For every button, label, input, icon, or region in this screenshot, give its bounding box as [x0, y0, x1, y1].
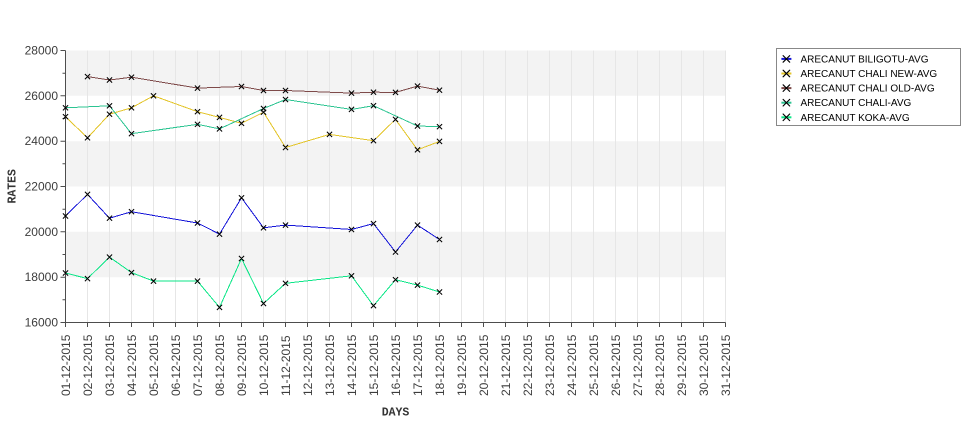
- svg-text:ARECANUT CHALI NEW-AVG: ARECANUT CHALI NEW-AVG: [801, 69, 938, 80]
- svg-text:18000: 18000: [25, 270, 59, 284]
- svg-text:28000: 28000: [25, 44, 59, 58]
- svg-text:26000: 26000: [25, 89, 59, 103]
- svg-text:ARECANUT KOKA-AVG: ARECANUT KOKA-AVG: [801, 113, 910, 124]
- svg-text:13-12-2015: 13-12-2015: [323, 334, 337, 396]
- svg-text:23-12-2015: 23-12-2015: [543, 334, 557, 396]
- svg-text:RATES: RATES: [7, 169, 20, 204]
- svg-text:16-12-2015: 16-12-2015: [389, 334, 403, 396]
- svg-text:18-12-2015: 18-12-2015: [433, 334, 447, 396]
- svg-text:05-12-2015: 05-12-2015: [147, 334, 161, 396]
- svg-text:ARECANUT CHALI-AVG: ARECANUT CHALI-AVG: [801, 98, 912, 109]
- svg-text:20000: 20000: [25, 225, 59, 239]
- svg-text:06-12-2015: 06-12-2015: [169, 334, 183, 396]
- svg-text:20-12-2015: 20-12-2015: [477, 334, 491, 396]
- svg-text:27-12-2015: 27-12-2015: [631, 334, 645, 396]
- svg-text:28-12-2015: 28-12-2015: [653, 334, 667, 396]
- svg-text:ARECANUT CHALI OLD-AVG: ARECANUT CHALI OLD-AVG: [801, 84, 935, 95]
- svg-text:26-12-2015: 26-12-2015: [609, 334, 623, 396]
- svg-text:25-12-2015: 25-12-2015: [587, 334, 601, 396]
- svg-text:15-12-2015: 15-12-2015: [367, 334, 381, 396]
- svg-text:11-12-2015: 11-12-2015: [279, 335, 293, 396]
- svg-text:22000: 22000: [25, 180, 59, 194]
- svg-text:30-12-2015: 30-12-2015: [697, 334, 711, 396]
- svg-text:24-12-2015: 24-12-2015: [565, 334, 579, 396]
- svg-text:14-12-2015: 14-12-2015: [345, 334, 359, 396]
- svg-text:12-12-2015: 12-12-2015: [301, 334, 315, 396]
- svg-text:29-12-2015: 29-12-2015: [675, 334, 689, 396]
- svg-text:ARECANUT BILIGOTU-AVG: ARECANUT BILIGOTU-AVG: [801, 54, 929, 65]
- svg-text:22-12-2015: 22-12-2015: [521, 334, 535, 396]
- svg-text:09-12-2015: 09-12-2015: [235, 334, 249, 396]
- svg-text:08-12-2015: 08-12-2015: [213, 334, 227, 396]
- svg-text:17-12-2015: 17-12-2015: [411, 334, 425, 396]
- svg-text:03-12-2015: 03-12-2015: [103, 334, 117, 396]
- svg-text:04-12-2015: 04-12-2015: [125, 334, 139, 396]
- svg-text:02-12-2015: 02-12-2015: [81, 334, 95, 396]
- svg-text:19-12-2015: 19-12-2015: [455, 334, 469, 396]
- svg-text:16000: 16000: [25, 316, 59, 330]
- svg-text:07-12-2015: 07-12-2015: [191, 334, 205, 396]
- svg-text:01-12-2015: 01-12-2015: [59, 334, 73, 396]
- svg-text:31-12-2015: 31-12-2015: [719, 334, 733, 396]
- svg-text:21-12-2015: 21-12-2015: [499, 334, 513, 396]
- svg-text:DAYS: DAYS: [382, 407, 410, 420]
- svg-text:24000: 24000: [25, 134, 59, 148]
- svg-text:10-12-2015: 10-12-2015: [257, 334, 271, 396]
